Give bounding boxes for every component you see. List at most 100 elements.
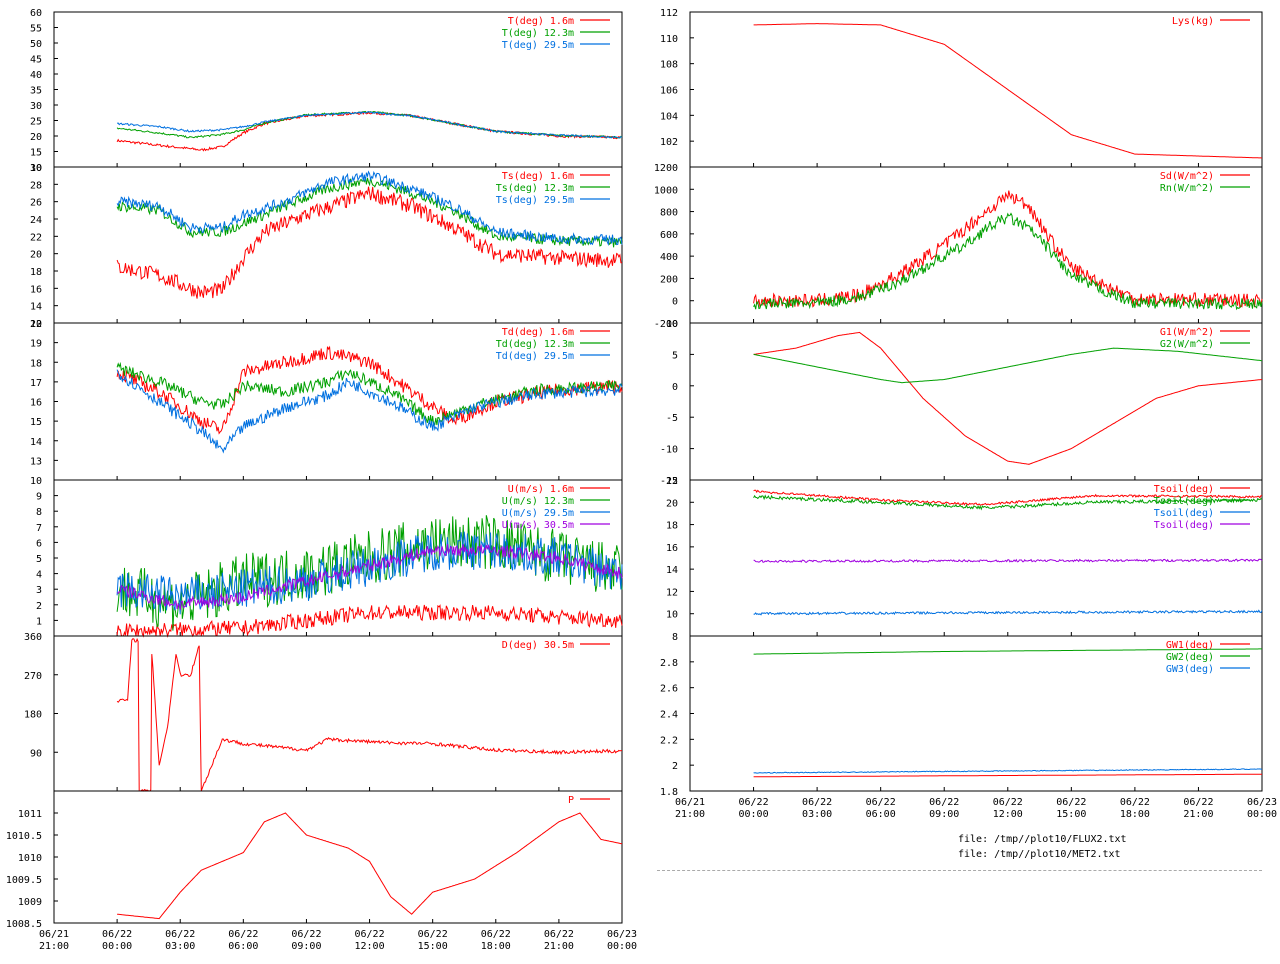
panel-8-ytick-label: -5 (666, 413, 678, 424)
time-axis-date-label: 06/22 (1056, 797, 1086, 808)
panel-3-legend-label: U(m/s) 12.3m (502, 496, 574, 507)
panel-1-ytick-label: 20 (30, 250, 42, 261)
panel-2-legend-label: Td(deg) 1.6m (502, 327, 574, 338)
panel-5-ytick-label: 1008.5 (6, 919, 42, 930)
panel-5-ytick-label: 1011 (18, 809, 42, 820)
panel-3-ytick-label: 9 (36, 492, 42, 503)
time-axis-date-label: 06/22 (1183, 797, 1213, 808)
panel-1-ytick-label: 12 (30, 319, 42, 330)
panel-2-ytick-label: 20 (30, 319, 42, 330)
panel-4-series-red-line (116, 637, 622, 792)
panel-8-legend-label: G2(W/m^2) (1160, 339, 1214, 350)
panel-0-ytick-label: 25 (30, 117, 42, 128)
time-axis-hour-label: 06:00 (866, 809, 896, 820)
time-axis-date-label: 06/21 (39, 929, 69, 940)
panel-9-legend-label: Tsoil(deg) (1154, 508, 1214, 519)
panel-3-ytick-label: 8 (36, 507, 42, 518)
panel-10-ytick-label: 2.8 (660, 658, 678, 669)
panel-1-ytick-label: 26 (30, 198, 42, 209)
time-axis-date-label: 06/21 (675, 797, 705, 808)
time-axis-date-label: 06/22 (102, 929, 132, 940)
panel-4-ytick-label: 270 (24, 671, 42, 682)
panel-8-ytick-label: 10 (666, 319, 678, 330)
panel-9-series-blue-line (753, 609, 1263, 616)
time-axis-date-label: 06/22 (802, 797, 832, 808)
panel-6-ytick-label: 112 (660, 8, 678, 19)
panel-8-legend-label: G1(W/m^2) (1160, 327, 1214, 338)
panel-10-series-red-line (753, 773, 1262, 778)
panel-1-legend-label: Ts(deg) 1.6m (502, 171, 574, 182)
panel-0-legend-label: T(deg) 12.3m (502, 28, 574, 39)
panel-0-legend-label: T(deg) 29.5m (502, 40, 574, 51)
panel-1-series-red-line (116, 186, 622, 299)
panel-2-ytick-label: 19 (30, 339, 42, 350)
panel-8-series-red-line (753, 331, 1263, 465)
panel-5-ytick-label: 1010.5 (6, 831, 42, 842)
panel-5-ytick-label: 1009.5 (6, 875, 42, 886)
panel-9-series-purple-line (753, 558, 1263, 563)
time-axis-hour-label: 12:00 (355, 941, 385, 952)
panel-10-legend-label: GW1(deg) (1166, 640, 1214, 651)
time-axis-hour-label: 18:00 (481, 941, 511, 952)
panel-10-ytick-label: 2.6 (660, 684, 678, 695)
time-axis-hour-label: 21:00 (1183, 809, 1213, 820)
time-axis-date-label: 06/23 (607, 929, 637, 940)
panel-7-ytick-label: -200 (654, 319, 678, 330)
panel-4-legend-label: D(deg) 30.5m (502, 640, 574, 651)
panel-7-series-green-line (753, 212, 1263, 311)
panel-3-ytick-label: 10 (30, 476, 42, 487)
panel-9-legend-label: Tsoil(deg) (1154, 520, 1214, 531)
panel-1-ytick-label: 24 (30, 215, 42, 226)
panel-7-ytick-label: 0 (672, 297, 678, 308)
time-axis-hour-label: 00:00 (102, 941, 132, 952)
time-axis-date-label: 06/22 (165, 929, 195, 940)
panel-0-ytick-label: 55 (30, 24, 42, 35)
panel-6-frame (689, 11, 1263, 168)
panel-2-ytick-label: 16 (30, 398, 42, 409)
panel-3-legend-label: U(m/s) 30.5m (502, 520, 574, 531)
panel-3-ytick-label: 6 (36, 538, 42, 549)
panel-6-legend-label: Lys(kg) (1172, 16, 1214, 27)
time-axis-date-label: 06/23 (1247, 797, 1277, 808)
panel-10-ytick-label: 2 (672, 761, 678, 772)
panel-2-ytick-label: 18 (30, 358, 42, 369)
panel-3-legend-label: U(m/s) 29.5m (502, 508, 574, 519)
panel-4-ytick-label: 360 (24, 632, 42, 643)
panel-6-series-red-line (753, 23, 1263, 159)
panel-7-ytick-label: 200 (660, 274, 678, 285)
panel-9-ytick-label: 18 (666, 521, 678, 532)
panel-0-ytick-label: 10 (30, 163, 42, 174)
panel-5-ytick-label: 1009 (18, 897, 42, 908)
panel-7-ytick-label: 1000 (654, 185, 678, 196)
panel-5-legend-label: P (568, 795, 574, 806)
panel-2-legend-label: Td(deg) 29.5m (496, 351, 574, 362)
panel-0-ytick-label: 35 (30, 86, 42, 97)
panel-3-ytick-label: 5 (36, 554, 42, 565)
panel-7-legend-label: Sd(W/m^2) (1160, 171, 1214, 182)
panel-10-ytick-label: 2.2 (660, 735, 678, 746)
panel-8-ytick-label: 0 (672, 382, 678, 393)
time-axis-hour-label: 03:00 (165, 941, 195, 952)
panel-9-ytick-label: 22 (666, 476, 678, 487)
panel-1-ytick-label: 18 (30, 267, 42, 278)
time-axis-date-label: 06/22 (355, 929, 385, 940)
panel-0-ytick-label: 60 (30, 8, 42, 19)
panel-2-ytick-label: 17 (30, 378, 42, 389)
time-axis-date-label: 06/22 (739, 797, 769, 808)
panel-6-ytick-label: 102 (660, 137, 678, 148)
panel-8-ytick-label: -10 (660, 445, 678, 456)
panel-2-ytick-label: 15 (30, 417, 42, 428)
panel-8-ytick-label: -15 (660, 476, 678, 487)
time-axis-date-label: 06/22 (418, 929, 448, 940)
time-axis-date-label: 06/22 (291, 929, 321, 940)
panel-10-legend-label: GW2(deg) (1166, 652, 1214, 663)
panel-0-series-blue-line (117, 111, 623, 139)
panel-7-legend-label: Rn(W/m^2) (1160, 183, 1214, 194)
panel-7-series-red-line (753, 190, 1263, 309)
time-axis-hour-label: 00:00 (1247, 809, 1277, 820)
panel-6-ytick-label: 104 (660, 111, 678, 122)
panel-9-legend-label: Tsoil(deg) (1154, 484, 1214, 495)
panel-8-series-green-line (753, 347, 1263, 384)
panel-1-legend-label: Ts(deg) 29.5m (496, 195, 574, 206)
